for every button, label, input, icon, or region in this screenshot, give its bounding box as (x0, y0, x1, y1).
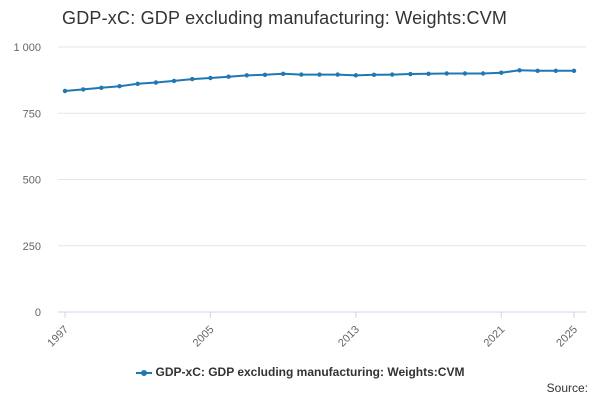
chart-title: GDP-xC: GDP excluding manufacturing: Wei… (62, 8, 508, 28)
data-point[interactable] (317, 72, 322, 77)
x-tick-label: 1997 (45, 324, 71, 350)
data-point[interactable] (335, 72, 340, 77)
y-tick-label: 0 (35, 307, 41, 319)
data-point[interactable] (353, 73, 359, 78)
legend-item[interactable]: GDP-xC: GDP excluding manufacturing: Wei… (0, 365, 600, 379)
legend-label: GDP-xC: GDP excluding manufacturing: Wei… (155, 365, 465, 379)
data-point[interactable] (62, 88, 68, 94)
data-point[interactable] (117, 84, 122, 89)
x-tick-label: 2021 (482, 324, 508, 350)
y-tick-label: 500 (23, 175, 41, 187)
legend-line-icon (135, 368, 152, 378)
y-tick-label: 250 (23, 241, 41, 253)
data-point[interactable] (226, 74, 231, 79)
data-point[interactable] (153, 80, 159, 85)
data-point[interactable] (499, 70, 504, 75)
y-tick-label: 1 000 (13, 42, 41, 54)
data-point[interactable] (553, 68, 559, 74)
source-label: Source: (546, 381, 588, 395)
data-point[interactable] (190, 76, 195, 82)
x-tick-label: 2025 (554, 324, 580, 350)
x-tick-label: 2005 (191, 324, 217, 350)
data-point[interactable] (408, 71, 413, 77)
data-point[interactable] (517, 68, 522, 73)
data-point[interactable] (299, 72, 304, 77)
data-point[interactable] (480, 71, 486, 76)
data-point[interactable] (371, 72, 377, 78)
data-point[interactable] (535, 68, 540, 74)
data-point[interactable] (444, 71, 449, 76)
y-tick-label: 750 (23, 108, 41, 120)
data-point[interactable] (280, 71, 286, 76)
data-point[interactable] (208, 75, 213, 81)
data-point[interactable] (171, 78, 177, 84)
x-tick-label: 2013 (336, 324, 362, 350)
data-point[interactable] (262, 72, 268, 78)
series (62, 68, 577, 94)
data-point[interactable] (135, 81, 140, 87)
data-point[interactable] (244, 73, 249, 78)
data-point[interactable] (99, 85, 104, 91)
gridlines (58, 46, 586, 313)
data-point[interactable] (571, 68, 577, 74)
data-point[interactable] (426, 71, 431, 76)
data-point[interactable] (462, 71, 468, 76)
data-point[interactable] (80, 87, 86, 92)
data-point[interactable] (390, 72, 395, 77)
